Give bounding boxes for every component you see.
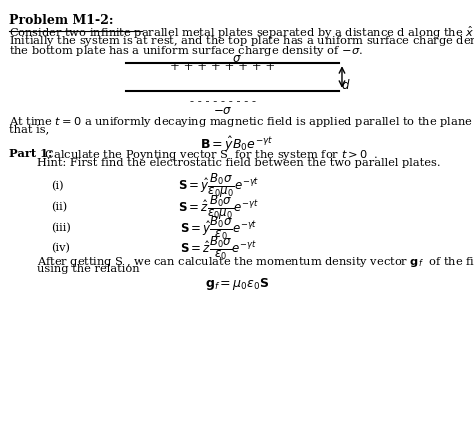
Text: $\mathbf{S} = \hat{y}\dfrac{B_0\sigma}{\epsilon_0}e^{-\gamma t}$: $\mathbf{S} = \hat{y}\dfrac{B_0\sigma}{\… (180, 213, 257, 241)
Text: After getting S , we can calculate the momentum density vector $\mathbf{g}_f$  o: After getting S , we can calculate the m… (37, 254, 474, 268)
Text: Calculate the Poynting vector S  for the system for $t > 0$  .: Calculate the Poynting vector S for the … (40, 147, 378, 162)
Text: the bottom plate has a uniform surface charge density of $-\sigma$.: the bottom plate has a uniform surface c… (9, 44, 363, 58)
Text: $d$: $d$ (341, 78, 351, 92)
Text: At time $t = 0$ a uniformly decaying magnetic field is applied parallel to the p: At time $t = 0$ a uniformly decaying mag… (9, 115, 474, 129)
Text: Hint: First find the electrostatic field between the two parallel plates.: Hint: First find the electrostatic field… (37, 158, 441, 168)
Text: Consider two infinite parallel metal plates separated by a distance d along the : Consider two infinite parallel metal pla… (9, 25, 474, 41)
Text: $\mathbf{S} = \hat{y}\dfrac{B_0\sigma}{\epsilon_0\mu_0}e^{-\gamma t}$: $\mathbf{S} = \hat{y}\dfrac{B_0\sigma}{\… (178, 171, 259, 200)
Text: (ii): (ii) (51, 202, 67, 212)
Text: (iv): (iv) (51, 243, 70, 253)
Text: + + + + + + + +: + + + + + + + + (171, 60, 276, 73)
Text: $\mathbf{B} = \hat{y}B_0 e^{-\gamma t}$: $\mathbf{B} = \hat{y}B_0 e^{-\gamma t}$ (201, 135, 273, 154)
Text: $\mathbf{S} = \hat{z}\dfrac{B_0\sigma}{\epsilon_0\mu_0}e^{-\gamma t}$: $\mathbf{S} = \hat{z}\dfrac{B_0\sigma}{\… (178, 193, 259, 221)
Text: that is,: that is, (9, 124, 50, 135)
Text: $\sigma$: $\sigma$ (232, 52, 242, 64)
Text: using the relation: using the relation (37, 264, 140, 274)
Text: Initially the system is at rest, and the top plate has a uniform surface charge : Initially the system is at rest, and the… (9, 34, 474, 48)
Text: (iii): (iii) (51, 222, 71, 233)
Text: - - - - - - - - -: - - - - - - - - - (190, 95, 256, 108)
Text: (i): (i) (51, 180, 64, 190)
Text: $\mathbf{S} = \hat{z}\dfrac{B_0\sigma}{\epsilon_0}e^{-\gamma t}$: $\mathbf{S} = \hat{z}\dfrac{B_0\sigma}{\… (180, 233, 257, 261)
Text: Problem M1-2:: Problem M1-2: (9, 14, 114, 27)
Text: $\mathbf{g}_f = \mu_0\epsilon_0\mathbf{S}$: $\mathbf{g}_f = \mu_0\epsilon_0\mathbf{S… (205, 276, 269, 292)
Text: $-\sigma$: $-\sigma$ (213, 104, 233, 117)
Text: Part 1:: Part 1: (9, 147, 53, 159)
